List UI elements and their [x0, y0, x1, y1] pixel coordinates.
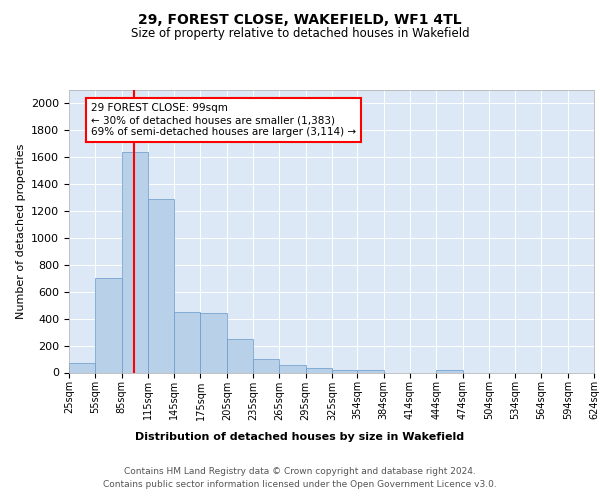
Bar [436, 370, 463, 372]
Text: Contains HM Land Registry data © Crown copyright and database right 2024.: Contains HM Land Registry data © Crown c… [124, 468, 476, 476]
Bar [69, 363, 95, 372]
Bar [332, 370, 358, 372]
Bar [227, 339, 253, 372]
Text: 29, FOREST CLOSE, WAKEFIELD, WF1 4TL: 29, FOREST CLOSE, WAKEFIELD, WF1 4TL [138, 12, 462, 26]
Text: Size of property relative to detached houses in Wakefield: Size of property relative to detached ho… [131, 28, 469, 40]
Text: 29 FOREST CLOSE: 99sqm
← 30% of detached houses are smaller (1,383)
69% of semi-: 29 FOREST CLOSE: 99sqm ← 30% of detached… [91, 104, 356, 136]
Bar [253, 359, 280, 372]
Bar [174, 312, 200, 372]
Bar [148, 199, 174, 372]
Text: Distribution of detached houses by size in Wakefield: Distribution of detached houses by size … [136, 432, 464, 442]
Bar [95, 278, 122, 372]
Bar [358, 370, 383, 372]
Bar [280, 365, 305, 372]
Y-axis label: Number of detached properties: Number of detached properties [16, 144, 26, 319]
Text: Contains public sector information licensed under the Open Government Licence v3: Contains public sector information licen… [103, 480, 497, 489]
Bar [200, 314, 227, 372]
Bar [122, 152, 148, 372]
Bar [305, 368, 332, 372]
